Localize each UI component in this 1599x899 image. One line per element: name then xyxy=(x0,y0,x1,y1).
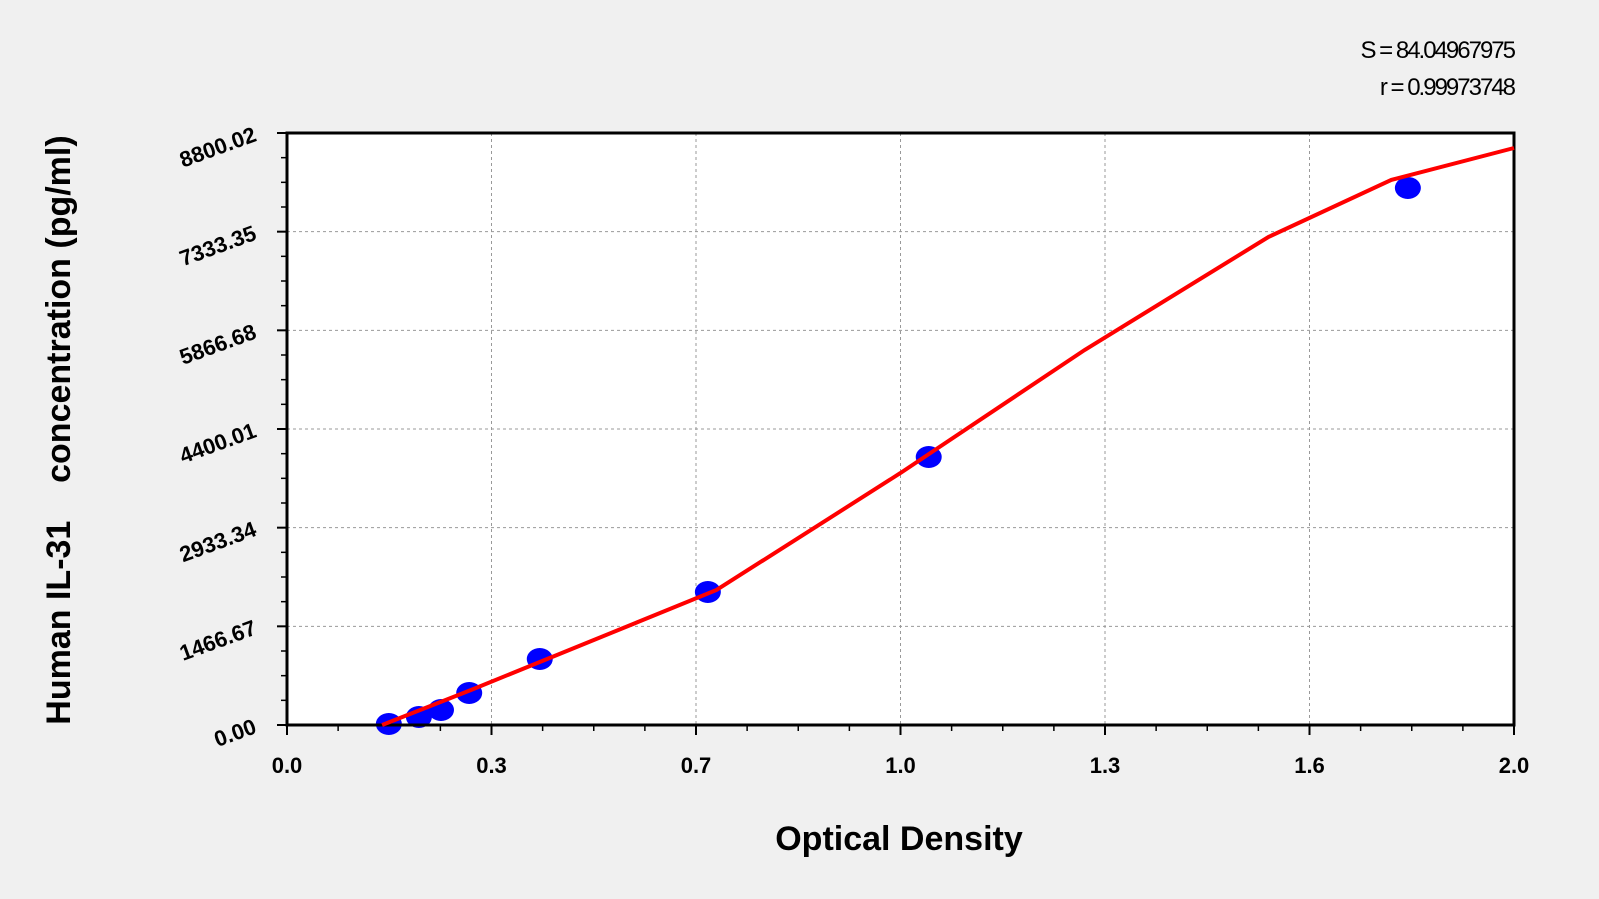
data-point xyxy=(1394,176,1421,199)
y-tick-label: 2933.34 xyxy=(176,516,260,567)
x-tick-label: 1.6 xyxy=(1294,753,1325,778)
y-tick-label: 5866.68 xyxy=(176,319,259,370)
y-tick-label: 8800.02 xyxy=(176,122,259,173)
x-tick-label: 1.0 xyxy=(885,753,916,778)
grid xyxy=(287,133,1514,725)
x-axis-label: Optical Density xyxy=(775,820,1023,858)
y-tick-label: 0.00 xyxy=(211,714,260,752)
x-tick-label: 0.7 xyxy=(681,753,712,778)
y-tick-label: 4400.01 xyxy=(176,418,259,469)
x-tick-label: 2.0 xyxy=(1499,753,1530,778)
y-tick-label: 1466.67 xyxy=(176,615,259,666)
stat-r: r = 0.99973748 xyxy=(1380,74,1516,101)
plot-frame xyxy=(285,131,1516,727)
x-tick-label: 0.3 xyxy=(476,753,507,778)
x-tick-label: 0.0 xyxy=(272,753,303,778)
y-tick-label: 7333.35 xyxy=(176,220,259,271)
x-tick-label: 1.3 xyxy=(1090,753,1121,778)
y-axis-label: Human IL-31 concentration (pg/ml) xyxy=(40,135,78,724)
fit-curve xyxy=(381,146,1515,727)
stat-s: S = 84.04967975 xyxy=(1360,37,1515,64)
